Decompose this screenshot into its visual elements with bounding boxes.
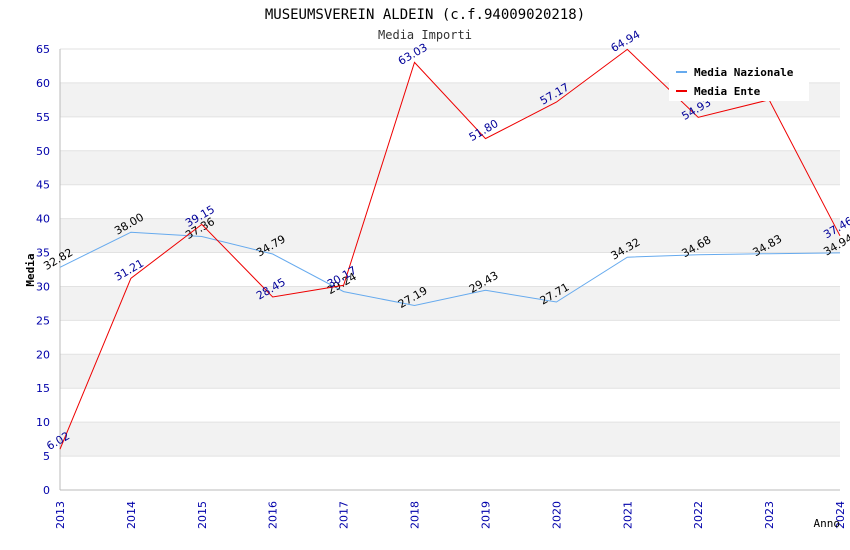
x-tick-label: 2016 [267, 501, 280, 529]
y-tick-label: 0 [43, 484, 50, 497]
grid-band [60, 150, 840, 185]
x-tick-label: 2020 [550, 501, 563, 529]
y-tick-label: 25 [36, 314, 50, 327]
x-axis-label: Anno [814, 517, 841, 530]
y-tick-label: 20 [36, 348, 50, 361]
x-tick-label: 2021 [621, 501, 634, 529]
y-tick-label: 60 [36, 77, 50, 90]
grid-band [60, 286, 840, 321]
y-tick-label: 10 [36, 416, 50, 429]
x-tick-label: 2014 [125, 501, 138, 529]
series-line [59, 48, 841, 450]
x-tick-label: 2015 [196, 501, 209, 529]
x-tick-label: 2022 [692, 501, 705, 529]
y-tick-label: 55 [36, 111, 50, 124]
x-tick-label: 2018 [409, 501, 422, 529]
chart-subtitle: Media Importi [378, 28, 472, 42]
chart-title: MUSEUMSVEREIN ALDEIN (c.f.94009020218) [265, 7, 585, 23]
grid-band [60, 218, 840, 253]
grid-band [60, 354, 840, 389]
y-tick-label: 50 [36, 145, 50, 158]
y-tick-label: 15 [36, 382, 50, 395]
x-tick-label: 2024 [834, 501, 847, 529]
y-tick-label: 65 [36, 43, 50, 56]
legend: Media Nazionale Media Ente [669, 60, 809, 101]
y-tick-label: 45 [36, 179, 50, 192]
y-tick-labels: 0 5 10 15 20 25 30 35 40 45 50 55 60 65 [36, 43, 50, 497]
x-tick-labels: 2013 2014 2015 2016 2017 2018 2019 2020 2021 2022… [54, 501, 847, 529]
legend-label: Media Ente [694, 85, 761, 98]
y-tick-label: 35 [36, 247, 50, 260]
y-axis-label: Media [24, 253, 37, 286]
series-line [59, 231, 841, 307]
x-tick-label: 2013 [54, 501, 67, 529]
y-tick-label: 5 [43, 450, 50, 463]
grid-band [60, 422, 840, 457]
legend-label: Media Nazionale [694, 66, 794, 79]
x-tick-label: 2023 [763, 501, 776, 529]
x-tick-label: 2019 [479, 501, 492, 529]
legend-box [669, 60, 809, 101]
x-tick-label: 2017 [338, 501, 351, 529]
y-tick-label: 40 [36, 213, 50, 226]
y-tick-label: 30 [36, 280, 50, 293]
